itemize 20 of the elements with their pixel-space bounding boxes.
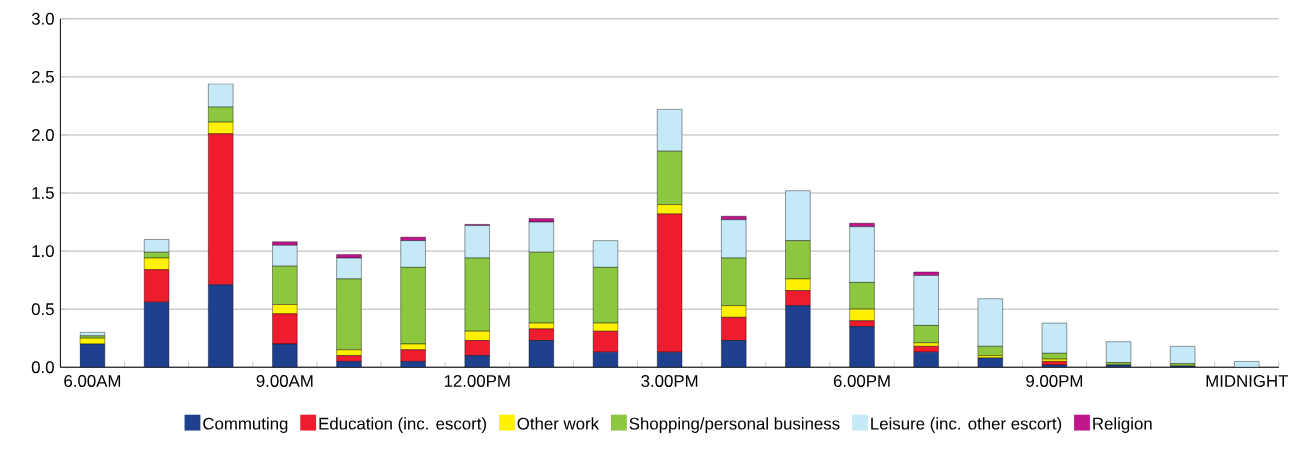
y-tick-label: 2.5 [32,70,54,83]
x-tick-label: 9.00AM [256,374,313,387]
y-tick-label: 0.5 [31,303,54,315]
x-tick-label: MIDNIGHT [1206,374,1289,387]
legend-label: Religion [1093,417,1152,433]
y-tick-label: 2.0 [32,128,54,141]
x-tick-label: 6.00PM [833,374,890,387]
x-tick-label: 12.00PM [444,374,510,387]
y-tick-label: 3.0 [31,12,54,25]
x-tick-label: 3.00PM [641,374,698,387]
legend-label: Education (inc. escort) [319,417,487,433]
y-tick-label: 1.0 [32,244,54,257]
legend-label: Commuting [203,417,288,433]
y-tick-label: 0.0 [31,361,54,373]
y-tick-label: 1.5 [32,186,54,199]
x-tick-label: 6.00AM [64,374,121,387]
legend-label: Shopping/personal business [629,417,840,433]
legend-label: Other work [517,417,600,430]
legend-label: Leisure (inc. other escort) [871,417,1062,433]
x-tick-label: 9.00PM [1026,374,1083,387]
